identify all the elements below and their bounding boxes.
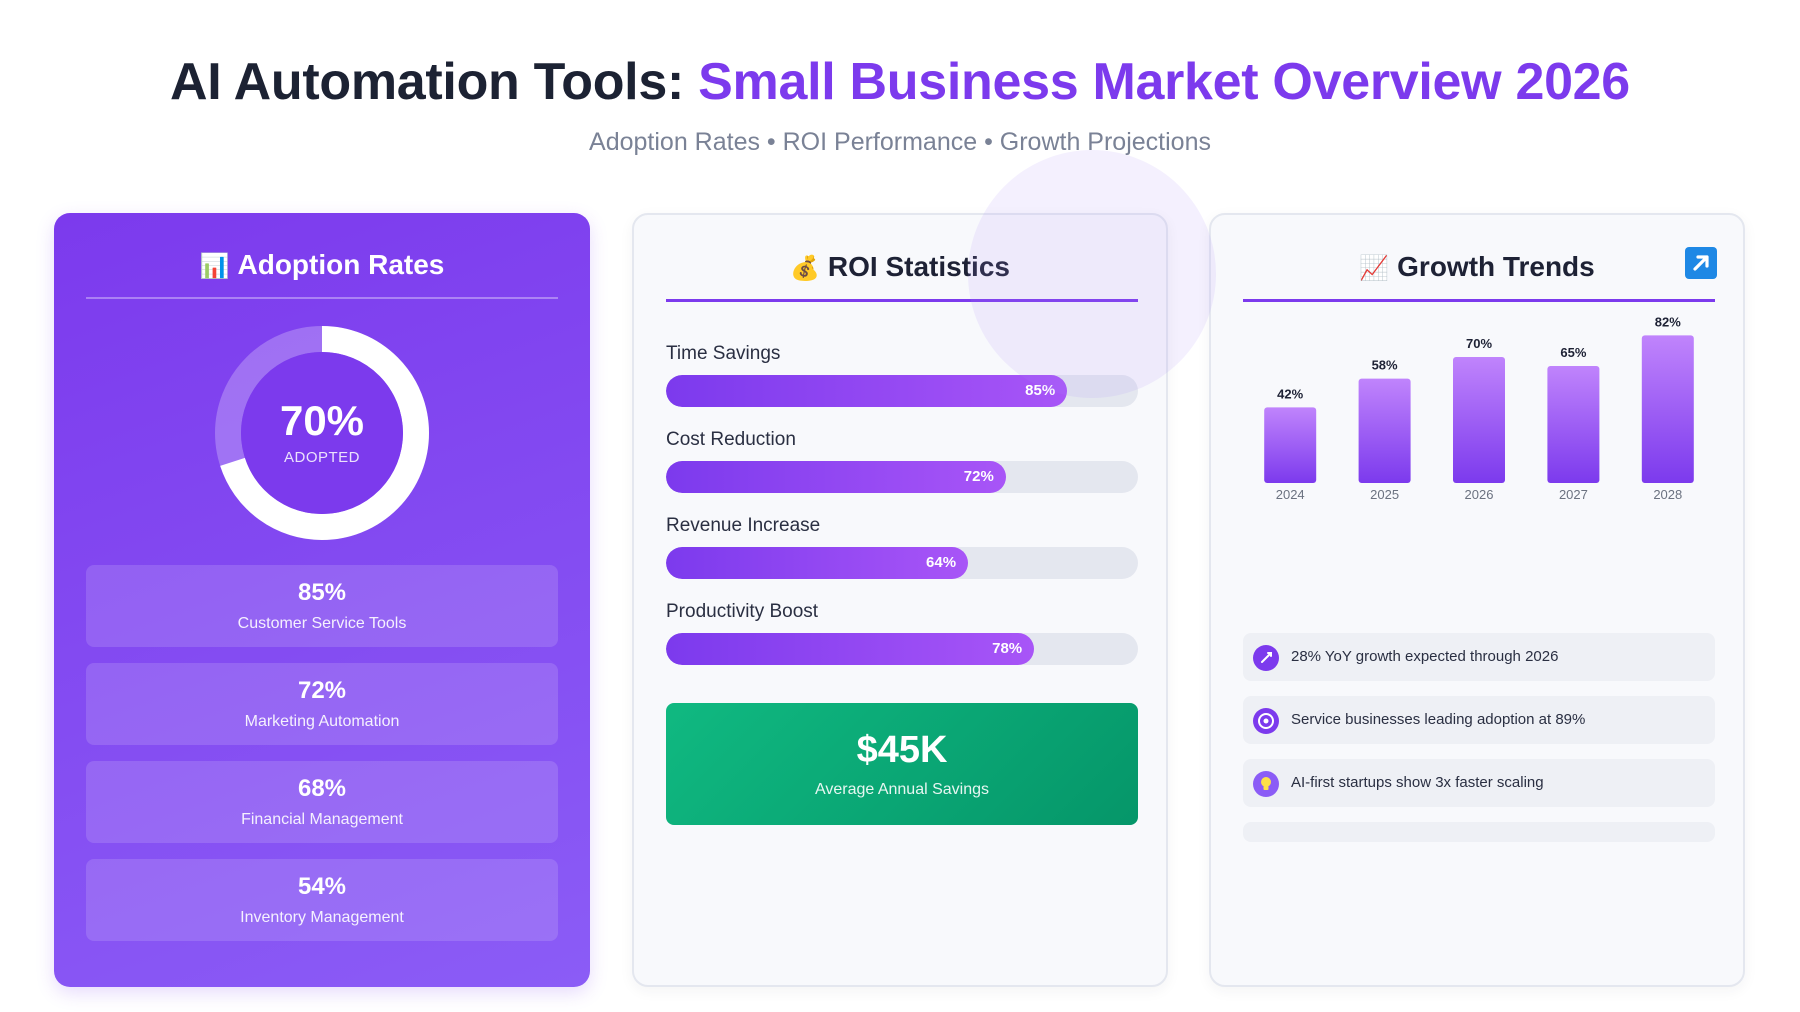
chart-bar-2027 [1547, 366, 1600, 483]
title-main: AI Automation Tools: [170, 53, 699, 111]
roi-bar-value: 78% [992, 640, 1023, 657]
lightbulb-icon [1253, 771, 1279, 797]
chart-data-label: 65% [1560, 345, 1586, 360]
arrow-up-right-glyph [1693, 255, 1709, 271]
adoption-panel: 📊 Adoption Rates 70% ADOPTED 85% Customer… [54, 213, 590, 987]
adoption-panel-title: 📊 Adoption Rates [54, 249, 590, 281]
insight-text: 28% YoY growth expected through 2026 [1291, 648, 1559, 665]
chart-bar-2025 [1358, 378, 1411, 483]
roi-bar-track: 78% [666, 633, 1138, 665]
bar-chart-icon: 📊 [199, 252, 230, 280]
donut-chart [215, 326, 429, 540]
chart-data-label: 58% [1372, 358, 1398, 373]
roi-bar-fill: 64% [666, 547, 969, 579]
panel-divider [1243, 299, 1715, 302]
chart-x-tick-label: 2026 [1465, 487, 1494, 501]
stat-label: Customer Service Tools [237, 615, 407, 632]
stat-card: 68% Financial Management [86, 761, 558, 843]
roi-bar-track: 64% [666, 547, 1138, 579]
roi-bar-item: Revenue Increase 64% [666, 515, 1138, 585]
panel-divider [86, 297, 558, 299]
stat-label: Marketing Automation [244, 713, 400, 730]
chart-bar-2026 [1453, 357, 1505, 483]
target-glyph [1258, 713, 1274, 729]
roi-bar-fill: 72% [666, 461, 1006, 493]
insight-item: 28% YoY growth expected through 2026 [1243, 633, 1715, 681]
roi-panel-title: 💰 ROI Statistics [634, 251, 1166, 283]
roi-bar-value: 72% [963, 468, 994, 485]
roi-bar-track: 85% [666, 375, 1138, 407]
panel-divider [666, 299, 1138, 302]
stat-label: Financial Management [241, 811, 403, 828]
growth-title-text: Growth Trends [1397, 251, 1595, 282]
roi-bar-track: 72% [666, 461, 1138, 493]
roi-bar-label: Revenue Increase [666, 515, 821, 536]
rocket-glyph [1261, 652, 1272, 663]
donut-value: 70% [279, 397, 365, 444]
chart-data-label: 42% [1277, 386, 1303, 401]
chart-x-tick-label: 2025 [1370, 487, 1399, 501]
chart-x-tick-label: 2028 [1653, 487, 1682, 501]
insight-text: AI-first startups show 3x faster scaling [1291, 774, 1544, 791]
adoption-title-text: Adoption Rates [237, 249, 445, 280]
stat-card: 72% Marketing Automation [86, 663, 558, 745]
target-icon [1253, 708, 1279, 734]
chart-bar-2024 [1264, 407, 1317, 483]
roi-panel: 💰 ROI Statistics Time Savings 85% Cost Re… [632, 213, 1168, 987]
savings-label: Average Annual Savings [814, 781, 990, 798]
growth-panel: 📈 Growth Trends 42% 2024 58% 2025 70% 2026 65% 2… [1209, 213, 1745, 987]
roi-bar-value: 64% [926, 554, 957, 571]
roi-bar-item: Time Savings 85% [666, 343, 1138, 413]
stat-card: 85% Customer Service Tools [86, 565, 558, 647]
insight-item: Service businesses leading adoption at 8… [1243, 696, 1715, 744]
roi-bar-label: Productivity Boost [666, 601, 819, 622]
growth-panel-title: 📈 Growth Trends [1211, 251, 1743, 283]
roi-bar-value: 85% [1025, 382, 1056, 399]
roi-bar-label: Time Savings [666, 343, 781, 364]
arrow-up-right-icon[interactable] [1685, 247, 1717, 279]
stat-value: 72% [297, 677, 347, 704]
chart-data-label: 82% [1655, 314, 1681, 329]
insight-placeholder [1243, 822, 1715, 842]
roi-bar-label: Cost Reduction [666, 429, 796, 450]
chart-x-tick-label: 2027 [1559, 487, 1588, 501]
stat-value: 85% [297, 579, 347, 606]
roi-title-text: ROI Statistics [827, 251, 1010, 282]
chart-data-label: 70% [1466, 336, 1492, 351]
donut-center [241, 352, 403, 514]
money-bag-icon: 💰 [790, 254, 820, 282]
donut-fill-arc [215, 326, 429, 540]
roi-bar-fill: 78% [666, 633, 1035, 665]
savings-value: $45K [856, 729, 948, 771]
trending-up-icon: 📈 [1359, 254, 1390, 282]
chart-x-tick-label: 2024 [1276, 487, 1305, 501]
roi-bar-fill: 85% [666, 375, 1068, 407]
adoption-donut: 70% ADOPTED [214, 325, 430, 541]
savings-card: $45K Average Annual Savings [666, 703, 1138, 825]
donut-label: ADOPTED [283, 449, 360, 466]
insight-text: Service businesses leading adoption at 8… [1291, 711, 1586, 728]
title-accent: Small Business Market Overview 2026 [698, 53, 1630, 111]
roi-bar-item: Cost Reduction 72% [666, 429, 1138, 499]
insight-item: AI-first startups show 3x faster scaling [1243, 759, 1715, 807]
stat-card: 54% Inventory Management [86, 859, 558, 941]
page-subtitle: Adoption Rates • ROI Performance • Growt… [589, 128, 1211, 156]
stat-value: 54% [297, 873, 347, 900]
chart-bar-2028 [1641, 335, 1694, 483]
roi-bar-item: Productivity Boost 78% [666, 601, 1138, 671]
stat-label: Inventory Management [240, 909, 404, 926]
growth-bar-chart: 42% 2024 58% 2025 70% 2026 65% 2027 82% 2028 [1264, 314, 1694, 501]
lightbulb-glyph [1261, 777, 1271, 790]
stat-value: 68% [297, 775, 347, 802]
rocket-icon [1253, 645, 1279, 671]
page-title: AI Automation Tools: Small Business Mark… [0, 52, 1800, 112]
